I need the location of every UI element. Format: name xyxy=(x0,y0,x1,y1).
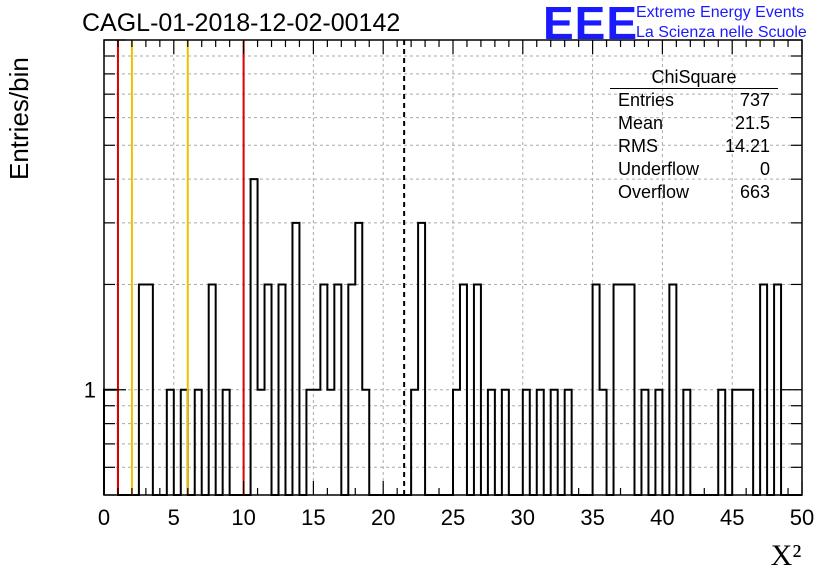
histogram-bin xyxy=(327,390,334,495)
histogram-bin xyxy=(418,223,425,495)
stats-value: 737 xyxy=(739,90,770,110)
histogram-bin xyxy=(488,390,495,495)
histogram-bin xyxy=(621,284,628,495)
histogram-bin xyxy=(502,390,509,495)
histogram-bin xyxy=(362,390,369,495)
histogram-bin xyxy=(453,390,460,495)
x-tick-label: 40 xyxy=(650,505,674,530)
histogram-bin xyxy=(348,284,355,495)
histogram-bin xyxy=(265,284,272,495)
histogram-bin xyxy=(739,390,746,495)
x-tick-label: 10 xyxy=(231,505,255,530)
x-tick-label: 15 xyxy=(301,505,325,530)
histogram-bin xyxy=(195,390,202,495)
stats-row-underflow: Underflow 0 xyxy=(610,158,778,181)
histogram-bin xyxy=(760,284,767,495)
histogram-bin xyxy=(732,390,739,495)
histogram-bin xyxy=(683,390,690,495)
histogram-bin xyxy=(593,284,600,495)
histogram-bin xyxy=(474,284,481,495)
histogram-bin xyxy=(334,284,341,495)
x-tick-label: 35 xyxy=(580,505,604,530)
logo-line-1: Extreme Energy Events xyxy=(636,4,805,21)
histogram-bin xyxy=(600,390,607,495)
stats-row-mean: Mean 21.5 xyxy=(610,112,778,135)
eee-logo: EEE xyxy=(543,0,639,49)
stats-value: 14.21 xyxy=(724,136,770,156)
histogram-bin xyxy=(313,390,320,495)
histogram-bin xyxy=(551,390,558,495)
x-tick-label: 45 xyxy=(720,505,744,530)
stats-label: Overflow xyxy=(618,182,690,202)
stats-value: 663 xyxy=(739,182,770,202)
histogram-bin xyxy=(146,284,153,495)
stats-label: Entries xyxy=(618,90,675,110)
logo-line-2: La Scienza nelle Scuole xyxy=(636,24,807,41)
stats-value: 0 xyxy=(759,159,770,179)
x-tick-label: 25 xyxy=(441,505,465,530)
stats-label: Underflow xyxy=(618,159,700,179)
y-axis-label: Entries/bin xyxy=(4,57,34,180)
x-tick-label: 20 xyxy=(371,505,395,530)
stats-row-rms: RMS 14.21 xyxy=(610,135,778,158)
histogram-bin xyxy=(669,284,676,495)
histogram-bin xyxy=(460,284,467,495)
stats-box: ChiSquare Entries 737 Mean 21.5 RMS 14.2… xyxy=(610,66,778,204)
histogram-bin xyxy=(139,284,146,495)
histogram-bin xyxy=(746,390,753,495)
stats-row-entries: Entries 737 xyxy=(610,89,778,112)
histogram-bin xyxy=(279,284,286,495)
stats-label: RMS xyxy=(618,136,658,156)
histogram-bin xyxy=(628,284,635,495)
histogram-bin xyxy=(355,223,362,495)
x-axis-label: X² xyxy=(771,539,802,572)
stats-row-overflow: Overflow 663 xyxy=(610,181,778,204)
x-tick-label: 5 xyxy=(168,505,180,530)
histogram-bin xyxy=(320,284,327,495)
histogram-bin xyxy=(306,390,313,495)
histogram-bin xyxy=(614,284,621,495)
histogram-bin xyxy=(167,390,174,495)
histogram-bin xyxy=(565,390,572,495)
histogram-bin xyxy=(537,390,544,495)
chart-title: CAGL-01-2018-12-02-00142 xyxy=(82,9,401,37)
x-tick-label: 0 xyxy=(98,505,110,530)
y-tick-label: 1 xyxy=(84,378,96,403)
stats-value: 21.5 xyxy=(734,113,770,133)
histogram-bin xyxy=(718,390,725,495)
histogram-bin xyxy=(251,179,258,495)
histogram-bin xyxy=(292,223,299,495)
x-tick-label: 30 xyxy=(511,505,535,530)
x-tick-label: 50 xyxy=(790,505,814,530)
histogram-bin xyxy=(258,390,265,495)
stats-title: ChiSquare xyxy=(610,66,778,89)
histogram-bin xyxy=(209,284,216,495)
histogram-bin xyxy=(181,390,188,495)
histogram-bin xyxy=(523,390,530,495)
histogram-bin xyxy=(411,390,418,495)
stats-label: Mean xyxy=(618,113,664,133)
histogram-bin xyxy=(641,390,648,495)
histogram-bin xyxy=(223,390,230,495)
histogram-bin xyxy=(655,390,662,495)
